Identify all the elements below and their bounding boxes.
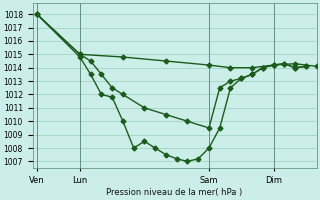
X-axis label: Pression niveau de la mer( hPa ): Pression niveau de la mer( hPa ) <box>107 188 243 197</box>
